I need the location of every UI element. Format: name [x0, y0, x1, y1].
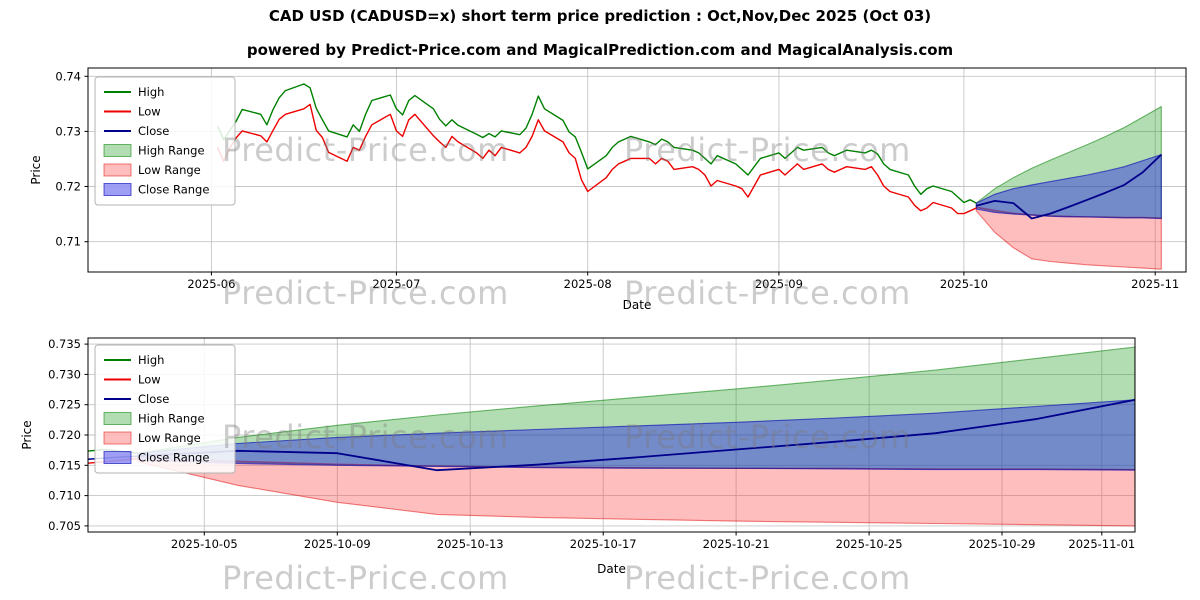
x-tick-label: 2025-10	[940, 277, 988, 291]
legend-box	[94, 344, 236, 474]
x-tick-label: 2025-07	[372, 277, 420, 291]
x-tick-label: 2025-10-13	[437, 537, 504, 551]
legend-sample-low_range	[103, 163, 132, 177]
x-tick-label: 2025-10-25	[836, 537, 903, 551]
x-tick-label: 2025-10-05	[171, 537, 238, 551]
y-tick-label: 0.73	[55, 124, 81, 138]
x-tick-label: 2025-10-21	[703, 537, 770, 551]
tick-marks	[84, 75, 1156, 276]
high-line	[216, 83, 977, 204]
y-tick-label: 0.725	[48, 398, 81, 412]
y-tick-label: 0.715	[48, 458, 81, 472]
tick-marks	[84, 343, 1103, 536]
tick-labels: 2025-10-05 2025-10-09 2025-10-13 2025-10-17…	[48, 337, 1135, 551]
chart-history-with-forecast: 2025-06 2025-07 2025-08 2025-09 2025-10 2025-…	[29, 67, 1187, 312]
legend: High Low Close High Range Low Range Close Ran…	[94, 344, 236, 474]
legend-sample-high_range	[103, 144, 132, 157]
legend-box	[94, 76, 236, 206]
legend-label: High	[138, 85, 164, 99]
y-axis-label: Price	[20, 420, 34, 449]
legend-label: Close	[138, 392, 169, 406]
legend-sample-close_range	[103, 183, 132, 196]
y-tick-label: 0.730	[48, 367, 81, 381]
page-title: CAD USD (CADUSD=x) short term price pred…	[268, 7, 932, 25]
legend-sample-low_range	[103, 431, 132, 445]
close-forecast-line	[137, 398, 1135, 472]
y-tick-label: 0.735	[48, 337, 81, 351]
legend-label: Low Range	[138, 431, 201, 445]
x-axis-label: Date	[597, 562, 626, 576]
x-tick-label: 2025-10-09	[304, 537, 371, 551]
y-tick-label: 0.705	[48, 519, 81, 533]
legend-label: High Range	[138, 144, 205, 158]
page-subtitle: powered by Predict-Price.com and Magical…	[246, 41, 954, 59]
legend-label: Close Range	[138, 451, 209, 465]
x-tick-label: 2025-09	[755, 277, 803, 291]
legend-label: High Range	[138, 412, 205, 426]
y-tick-label: 0.71	[55, 235, 81, 249]
y-tick-label: 0.720	[48, 428, 81, 442]
legend-label: Close Range	[138, 183, 209, 197]
x-tick-label: 2025-10-29	[969, 537, 1036, 551]
low-line	[216, 103, 977, 215]
close-forecast-line	[976, 153, 1162, 220]
plot-border	[87, 67, 1187, 273]
legend-label: Close	[138, 124, 169, 138]
y-tick-label: 0.72	[55, 180, 81, 194]
close-range-band	[137, 399, 1135, 471]
x-tick-label: 2025-11	[1131, 277, 1179, 291]
gridlines	[88, 68, 1186, 272]
legend: High Low Close High Range Low Range Close Ran…	[94, 76, 236, 206]
gridlines	[88, 338, 1135, 532]
legend-label: Low	[138, 373, 161, 387]
y-tick-label: 0.74	[55, 69, 81, 83]
legend-sample-close_range	[103, 451, 132, 464]
y-tick-label: 0.710	[48, 489, 81, 503]
legend-label: Low Range	[138, 163, 201, 177]
legend-label: High	[138, 353, 164, 367]
close-range-band	[975, 153, 1162, 220]
x-tick-label: 2025-06	[187, 277, 235, 291]
x-axis-label: Date	[623, 298, 652, 312]
y-axis-label: Price	[29, 155, 43, 184]
tick-labels: 2025-06 2025-07 2025-08 2025-09 2025-10 2025-…	[55, 69, 1179, 291]
legend-sample-high_range	[103, 412, 132, 425]
x-tick-label: 2025-10-17	[570, 537, 637, 551]
x-tick-label: 2025-11-01	[1068, 537, 1135, 551]
legend-label: Low	[138, 105, 161, 119]
chart-forecast-zoom: 2025-10-05 2025-10-09 2025-10-13 2025-10-17…	[20, 337, 1136, 576]
x-tick-label: 2025-08	[564, 277, 612, 291]
